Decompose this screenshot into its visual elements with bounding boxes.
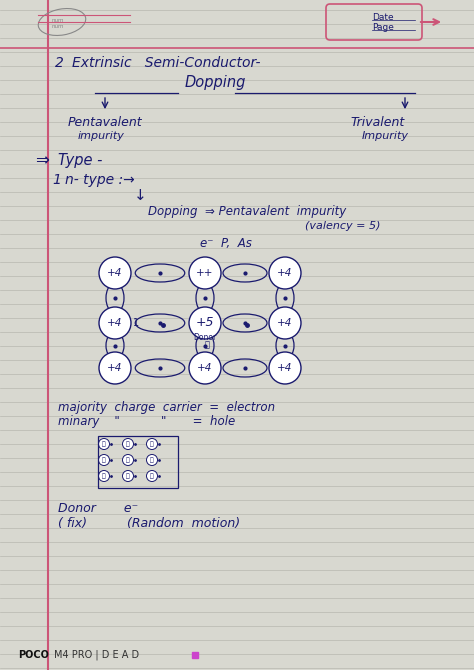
Circle shape (146, 470, 157, 482)
Text: 2: 2 (55, 56, 64, 70)
Text: Donor: Donor (193, 332, 217, 342)
Text: ⓔ: ⓔ (150, 473, 154, 479)
Text: Type -: Type - (58, 153, 102, 168)
Circle shape (269, 352, 301, 384)
Text: Impurity: Impurity (362, 131, 409, 141)
Text: Pentavalent: Pentavalent (68, 115, 143, 129)
Text: e⁻  P,  As: e⁻ P, As (200, 237, 252, 251)
Text: +4: +4 (277, 363, 292, 373)
Text: ⓔ: ⓔ (102, 442, 106, 447)
Text: M4 PRO | D E A D: M4 PRO | D E A D (54, 650, 139, 660)
Text: num: num (52, 23, 64, 29)
Text: Date: Date (372, 13, 393, 23)
Text: ⓔ: ⓔ (150, 442, 154, 447)
Circle shape (99, 454, 109, 466)
Circle shape (122, 470, 134, 482)
Text: Donor       e⁻: Donor e⁻ (58, 502, 138, 515)
Text: Trivalent: Trivalent (350, 115, 404, 129)
Text: +5: +5 (196, 316, 214, 330)
Text: Dopping: Dopping (185, 74, 246, 90)
Text: Extrinsic   Semi-Conductor-: Extrinsic Semi-Conductor- (72, 56, 261, 70)
Text: ⓔ: ⓔ (126, 442, 130, 447)
Circle shape (122, 454, 134, 466)
Text: POCO: POCO (18, 650, 49, 660)
Text: ++: ++ (196, 268, 214, 278)
Text: majority  charge  carrier  =  electron: majority charge carrier = electron (58, 401, 275, 415)
Text: ⓔ: ⓔ (126, 457, 130, 463)
Circle shape (189, 257, 221, 289)
Text: Page: Page (372, 23, 394, 33)
Text: minary    "           "       =  hole: minary " " = hole (58, 415, 235, 429)
Text: impurity: impurity (78, 131, 125, 141)
Text: ⓔ: ⓔ (150, 457, 154, 463)
Circle shape (99, 352, 131, 384)
Circle shape (99, 307, 131, 339)
Text: +4: +4 (197, 363, 213, 373)
Text: n- type :→: n- type :→ (65, 173, 135, 187)
Circle shape (122, 438, 134, 450)
Circle shape (146, 454, 157, 466)
Text: ↓: ↓ (134, 188, 146, 204)
Text: Dopping  ⇒ Pentavalent  impurity: Dopping ⇒ Pentavalent impurity (148, 206, 346, 218)
Circle shape (269, 257, 301, 289)
Text: +4: +4 (277, 268, 292, 278)
Text: ⓔ: ⓔ (102, 473, 106, 479)
Text: ( fix)          (Random  motion): ( fix) (Random motion) (58, 517, 240, 531)
Text: ⓔ: ⓔ (126, 473, 130, 479)
Text: +4: +4 (107, 363, 123, 373)
Circle shape (99, 470, 109, 482)
Text: (valency = 5): (valency = 5) (305, 221, 381, 231)
Text: +4: +4 (107, 268, 123, 278)
Text: ⓔ: ⓔ (102, 457, 106, 463)
Text: ⇒: ⇒ (35, 151, 49, 169)
Text: num: num (52, 17, 64, 23)
Bar (98, 436, 178, 488)
Text: 1: 1 (52, 173, 61, 187)
Text: 1: 1 (133, 318, 139, 328)
Text: +4: +4 (277, 318, 292, 328)
Text: +4: +4 (107, 318, 123, 328)
Circle shape (146, 438, 157, 450)
Circle shape (189, 307, 221, 339)
Text: ⓓ: ⓓ (204, 340, 210, 350)
Circle shape (269, 307, 301, 339)
Circle shape (99, 438, 109, 450)
Circle shape (99, 257, 131, 289)
Circle shape (189, 352, 221, 384)
